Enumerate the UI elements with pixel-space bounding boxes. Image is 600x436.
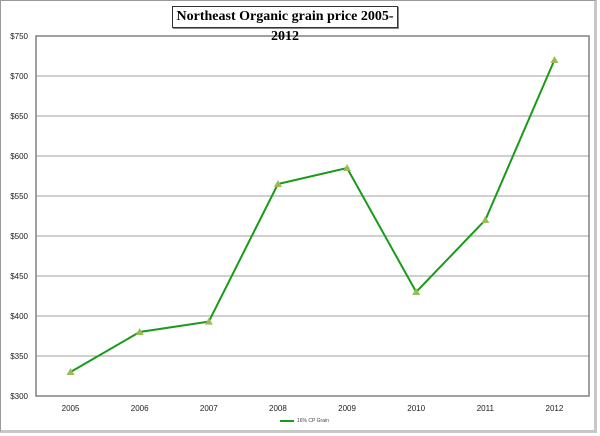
y-tick-label: $400 <box>10 312 28 321</box>
legend-swatch <box>280 420 294 422</box>
legend: 16% CP Grain <box>280 418 329 424</box>
y-tick-label: $550 <box>10 192 28 201</box>
y-tick-label: $350 <box>10 352 28 361</box>
data-point-marker <box>273 180 282 187</box>
y-tick-label: $600 <box>10 152 28 161</box>
x-tick-label: 2009 <box>338 404 356 413</box>
x-tick-label: 2008 <box>269 404 287 413</box>
x-tick-label: 2011 <box>477 404 495 413</box>
y-tick-label: $700 <box>10 72 28 81</box>
y-tick-label: $500 <box>10 232 28 241</box>
data-point-marker <box>481 216 490 223</box>
data-point-marker <box>204 317 213 325</box>
legend-label: 16% CP Grain <box>297 418 329 424</box>
y-tick-label: $750 <box>10 32 28 41</box>
data-point-marker <box>343 164 352 171</box>
y-tick-label: $300 <box>10 392 28 401</box>
y-tick-label: $450 <box>10 272 28 281</box>
y-tick-label: $650 <box>10 112 28 121</box>
data-point-marker <box>412 288 421 295</box>
x-tick-label: 2007 <box>200 404 218 413</box>
data-point-marker <box>66 368 75 375</box>
chart-title: Northeast Organic grain price 2005-2012 <box>172 6 398 44</box>
data-point-marker <box>550 56 559 63</box>
x-tick-label: 2012 <box>546 404 564 413</box>
x-tick-label: 2010 <box>407 404 425 413</box>
x-tick-label: 2005 <box>62 404 80 413</box>
x-tick-label: 2006 <box>131 404 149 413</box>
series-line <box>70 59 556 373</box>
data-point-marker <box>135 328 144 335</box>
plot-area <box>35 35 590 397</box>
